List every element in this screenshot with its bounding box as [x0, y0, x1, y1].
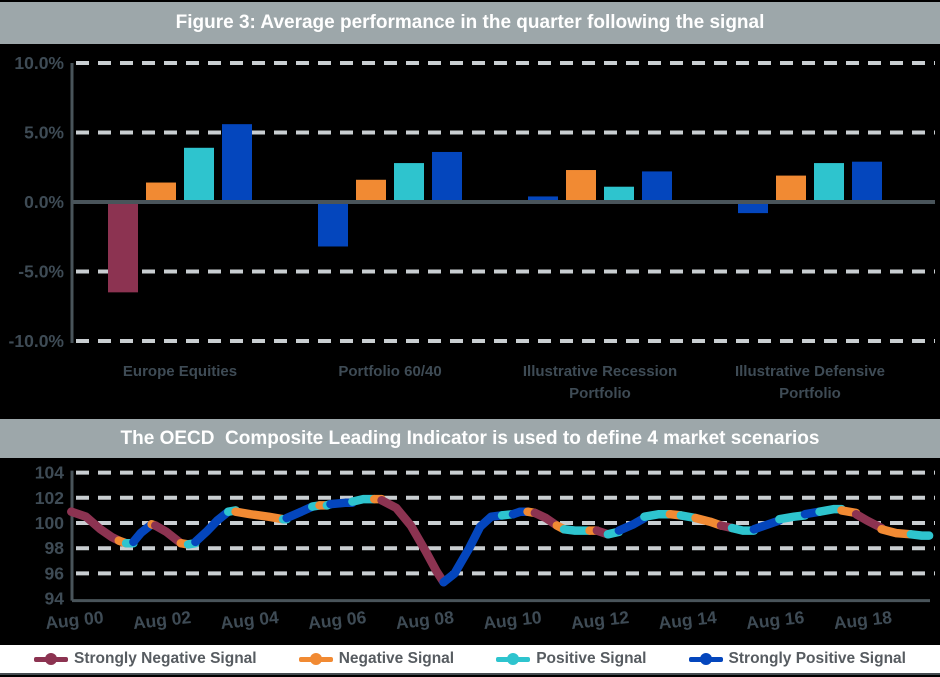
cli-line-segment-strongly_positive	[439, 511, 507, 587]
cli-line-segment-strongly_negative	[530, 508, 562, 530]
y-tick-label: 5.0%	[24, 123, 64, 143]
cli-line-segment-strongly_positive	[129, 520, 156, 547]
bar-negative-signal	[776, 175, 806, 202]
bar-negative-signal	[566, 170, 596, 202]
legend-item-strongly-negative: Strongly Negative Signal	[34, 650, 257, 668]
legend-item-positive: Positive Signal	[496, 650, 646, 668]
y-tick-label: 100	[35, 513, 64, 533]
y-tick-label: 96	[45, 563, 65, 583]
y-tick-label: 102	[35, 488, 64, 508]
cli-line-segment-negative	[877, 525, 916, 539]
cli-line-segment-negative	[231, 507, 288, 524]
cli-line-segment-positive	[559, 525, 594, 535]
signal-legend: Strongly Negative Signal Negative Signal…	[0, 645, 940, 675]
x-tick-label: Aug 18	[833, 607, 893, 633]
bar-strongly-negative-signal	[108, 202, 138, 293]
y-tick-label: 104	[35, 463, 64, 483]
y-tick-label: 10.0%	[14, 53, 64, 73]
x-tick-label: Aug 16	[745, 607, 805, 633]
legend-label: Strongly Positive Signal	[728, 650, 906, 667]
cli-line-segment-strongly_positive	[614, 513, 649, 535]
cli-line-segment-strongly_negative	[851, 509, 886, 533]
bar-strongly-positive-signal	[432, 151, 462, 202]
bar-positive-signal	[814, 163, 844, 202]
cli-line-segment-strongly_negative	[67, 507, 124, 545]
bar-strongly-positive-signal	[222, 124, 252, 202]
legend-item-negative: Negative Signal	[298, 650, 455, 668]
legend-label: Positive Signal	[536, 650, 647, 667]
category-label: Illustrative Defensive Portfolio	[735, 363, 885, 402]
legend-label: Strongly Negative Signal	[74, 650, 257, 667]
negative-line-marker-icon	[298, 653, 333, 665]
bar-strongly-positive-signal	[642, 171, 672, 202]
figure3-title: Figure 3: Average performance in the qua…	[0, 2, 940, 44]
bar-positive-signal	[604, 186, 634, 202]
bar-strongly-positive-signal	[852, 161, 882, 202]
cli-line-segment-strongly_positive	[749, 516, 784, 534]
x-tick-label: Aug 08	[395, 607, 455, 633]
bar-strongly-negative-signal	[318, 202, 348, 247]
x-tick-label: Aug 06	[307, 607, 367, 633]
x-tick-label: Aug 02	[132, 607, 192, 633]
cli-line-segment-strongly_negative	[377, 496, 448, 587]
cli-line-segment-strongly_positive	[191, 507, 233, 547]
bar-strongly-negative-signal	[738, 202, 768, 214]
y-tick-label: -10.0%	[9, 331, 65, 351]
x-tick-label: Aug 12	[570, 607, 630, 633]
category-label: Illustrative Recession Portfolio	[523, 363, 677, 402]
bar-positive-signal	[184, 147, 214, 202]
strongly-negative-line-marker-icon	[34, 653, 68, 665]
legend-label: Negative Signal	[338, 650, 455, 667]
y-tick-label: 0.0%	[24, 192, 64, 212]
bar-strongly-negative-signal	[528, 196, 558, 202]
strongly-positive-line-marker-icon	[688, 653, 723, 665]
cli-line-segment-positive	[906, 530, 934, 540]
x-tick-label: Aug 00	[44, 607, 104, 633]
cli-line-segment-strongly_negative	[151, 521, 186, 548]
category-label: Portfolio 60/40	[338, 363, 441, 380]
x-tick-label: Aug 04	[220, 607, 280, 633]
bar-chart-performance: 10.0% 5.0% 0.0% -5.0% -10.0% Europe Equities P…	[9, 53, 935, 402]
legend-item-strongly-positive: Strongly Positive Signal	[688, 650, 906, 668]
bar-negative-signal	[146, 182, 176, 202]
bar-positive-signal	[394, 163, 424, 202]
y-tick-label: 94	[45, 589, 65, 609]
positive-line-marker-icon	[496, 653, 531, 665]
x-tick-label: Aug 10	[482, 607, 542, 633]
bar-negative-signal	[356, 179, 386, 202]
category-label: Europe Equities	[123, 363, 237, 380]
y-tick-label: 98	[45, 538, 65, 558]
oecd-cli-title: The OECD Composite Leading Indicator is …	[0, 419, 940, 458]
y-tick-label: -5.0%	[18, 262, 64, 282]
x-tick-label: Aug 14	[658, 607, 718, 633]
